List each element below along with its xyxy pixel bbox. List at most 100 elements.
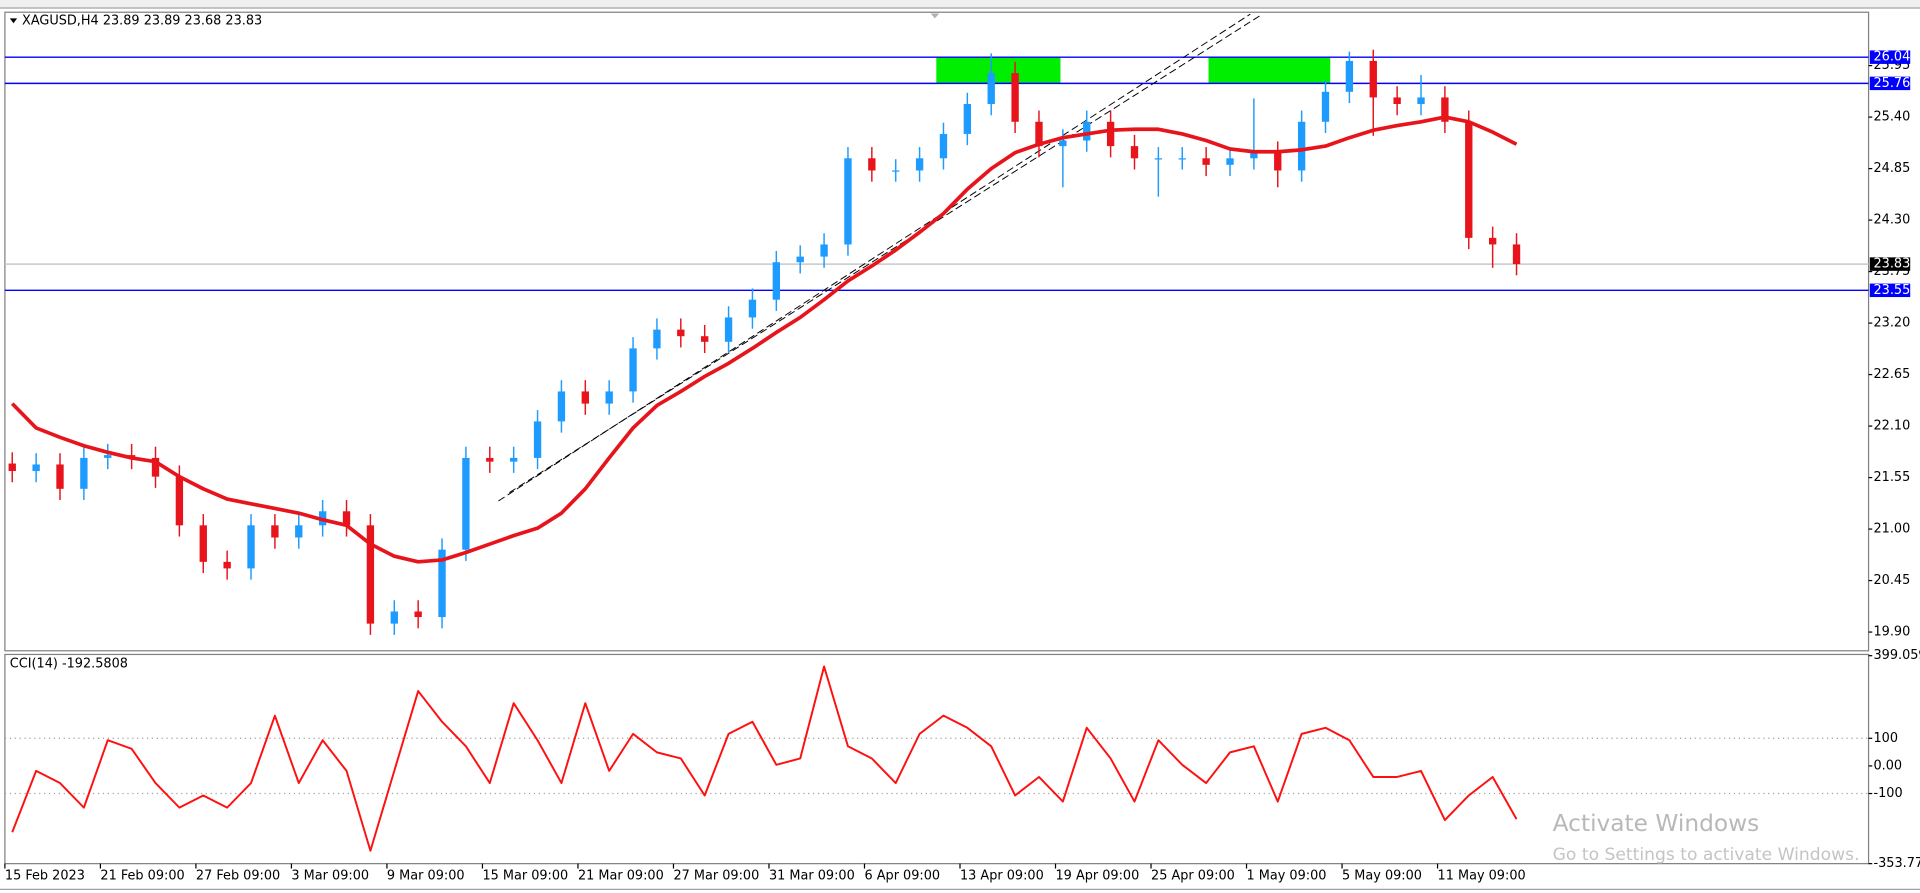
tab-strip [0, 0, 1920, 8]
candle-body [1226, 158, 1234, 165]
zone [936, 57, 1061, 84]
candle-body [342, 511, 351, 526]
x-tick-label: 25 Apr 09:00 [1151, 868, 1235, 883]
zone [1208, 57, 1331, 84]
y-tick-label: -100 [1873, 786, 1902, 801]
y-tick-label: 19.90 [1873, 625, 1910, 640]
y-tick-label: 23.20 [1873, 316, 1910, 331]
candle-body [56, 464, 64, 489]
candle-body [390, 611, 398, 624]
candle-body [366, 525, 375, 624]
y-tick-label: 399.059 [1873, 648, 1920, 663]
watermark-title: Activate Windows [1553, 810, 1760, 837]
candle-body [32, 464, 40, 472]
candle-body [1202, 158, 1210, 165]
candle-body [414, 611, 422, 618]
candle-body [820, 244, 828, 257]
price-label-box [1869, 257, 1911, 271]
candle-body [1465, 121, 1473, 238]
candle-body [724, 317, 733, 342]
candle-body [1393, 97, 1401, 104]
main-panel-border [4, 11, 1870, 652]
candle-body [772, 262, 780, 300]
candle-body [247, 525, 255, 569]
x-tick-label: 31 Mar 09:00 [769, 868, 855, 883]
candle-body [581, 391, 589, 404]
chart-title: XAGUSD,H4 23.89 23.89 23.68 23.83 [22, 13, 262, 28]
x-tick-label: 6 Apr 09:00 [864, 868, 940, 883]
candle-body [1297, 121, 1306, 171]
x-tick-label: 1 May 09:00 [1247, 868, 1327, 883]
y-tick-label: 21.00 [1873, 522, 1910, 537]
candle-body [1178, 158, 1186, 160]
candle-body [510, 457, 518, 462]
candle-body [557, 391, 566, 422]
candle-body [1250, 152, 1258, 159]
y-tick-label: 100 [1873, 731, 1898, 746]
candle-body [796, 256, 804, 263]
candle-body [1083, 121, 1091, 141]
candle-body [199, 525, 207, 562]
candle-body [701, 336, 709, 342]
x-tick-label: 5 May 09:00 [1342, 868, 1422, 883]
candle-body [438, 549, 446, 618]
price-label-box [1869, 76, 1911, 91]
price-label: 23.83 [1873, 257, 1910, 272]
y-tick-label: 22.65 [1873, 367, 1910, 382]
shift-marker [930, 13, 940, 19]
y-tick-label: 20.45 [1873, 573, 1910, 588]
candle-body [223, 561, 231, 569]
watermark-subtitle: Go to Settings to activate Windows. [1553, 845, 1860, 865]
candle-body [653, 329, 661, 349]
candle-body [605, 391, 613, 404]
trend-line [498, 13, 1251, 502]
y-tick-label: 21.55 [1873, 470, 1910, 485]
y-tick-label: -353.774 [1873, 856, 1920, 871]
price-label: 26.04 [1873, 50, 1910, 65]
price-label-box [1869, 283, 1911, 298]
candle-body [844, 158, 852, 245]
candle-body [868, 158, 876, 171]
candle-body [677, 329, 685, 337]
candle-body [963, 103, 972, 134]
candle-body [151, 457, 160, 477]
x-tick-label: 15 Feb 2023 [5, 868, 85, 883]
candle-body [1512, 244, 1521, 265]
candle-body [1441, 97, 1449, 122]
candle-body [1011, 73, 1019, 122]
candle-body [1417, 97, 1425, 104]
main-layer: 19.9020.4521.0021.5522.1022.6523.2023.75… [4, 13, 1920, 883]
x-tick-label: 15 Mar 09:00 [482, 868, 568, 883]
candle-body [1321, 91, 1330, 122]
candle-body [486, 457, 494, 462]
candle-body [1369, 60, 1377, 98]
y-tick-label: 24.85 [1873, 161, 1910, 176]
candle-body [1154, 158, 1163, 160]
x-tick-label: 3 Mar 09:00 [291, 868, 369, 883]
candle-body [104, 455, 112, 458]
price-label: 23.55 [1873, 283, 1910, 298]
panel-menu-icon[interactable] [9, 18, 18, 24]
candle-body [915, 158, 924, 171]
candle-body [987, 73, 995, 104]
x-tick-label: 13 Apr 09:00 [960, 868, 1044, 883]
candle-body [1345, 60, 1354, 92]
candle-body [271, 525, 279, 538]
candle-body [1035, 121, 1043, 147]
x-tick-label: 27 Mar 09:00 [673, 868, 759, 883]
candle-body [295, 525, 303, 538]
x-tick-label: 9 Mar 09:00 [387, 868, 465, 883]
trend-line [509, 13, 1263, 493]
indicator-panel-border [4, 653, 1870, 865]
price-label: 25.76 [1873, 76, 1910, 91]
y-tick-label: 24.30 [1873, 213, 1910, 228]
candle-body [80, 457, 88, 489]
candle-body [748, 299, 757, 318]
x-tick-label: 27 Feb 09:00 [196, 868, 280, 883]
price-label-box [1869, 50, 1911, 64]
x-tick-label: 19 Apr 09:00 [1056, 868, 1140, 883]
candle-body [892, 170, 900, 172]
candle-body [1106, 121, 1115, 147]
